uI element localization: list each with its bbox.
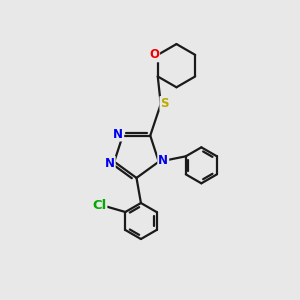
Text: N: N xyxy=(105,157,115,170)
Text: N: N xyxy=(113,128,123,141)
Text: Cl: Cl xyxy=(92,199,106,212)
Text: N: N xyxy=(158,154,168,167)
Text: O: O xyxy=(149,48,159,62)
Text: S: S xyxy=(160,97,169,110)
